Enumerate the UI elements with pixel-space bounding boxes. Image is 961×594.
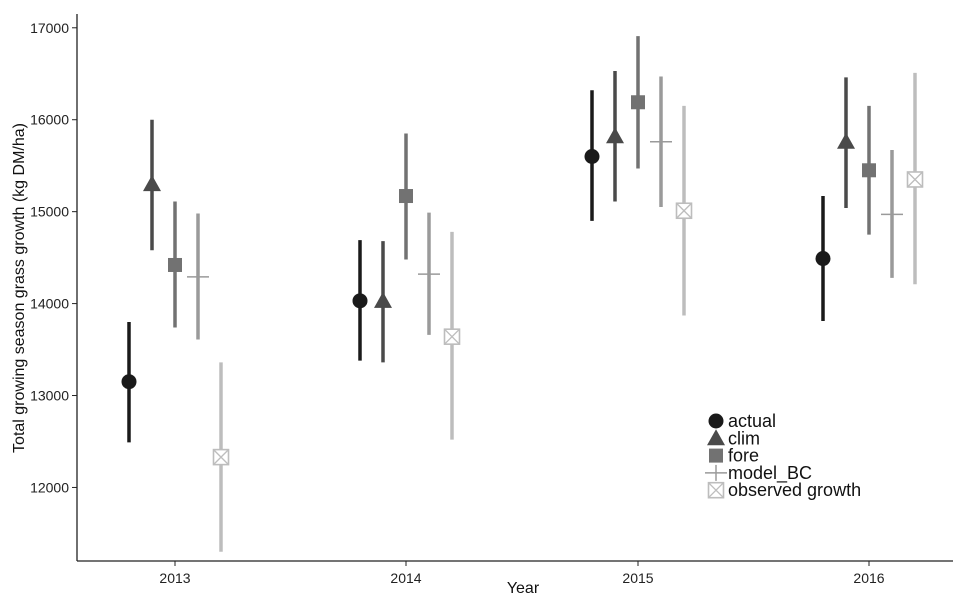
legend-label-model-bc: model_BC [728,463,812,484]
x-tick-label: 2015 [622,570,653,586]
legend-key-observed-growth [707,481,725,499]
clim-point [837,132,855,149]
x-tick-label: 2014 [390,570,421,586]
y-tick-label: 13000 [30,388,69,404]
actual-point [584,148,600,164]
legend-label-fore: fore [728,446,759,466]
observed-growth-point [906,171,924,188]
y-tick-label: 16000 [30,112,69,128]
actual-point [352,293,368,309]
legend-key-clim [707,429,725,446]
clim-point [143,175,161,192]
fore-point [168,257,182,272]
fore-point [631,95,645,110]
clim-point [374,291,392,308]
marker-cross [213,449,229,466]
fore-point [862,163,876,178]
observed-growth-point [675,202,693,220]
legend-label-observed-growth: observed growth [728,480,861,500]
marker-cross [676,202,692,219]
y-axis-title: Total growing season grass growth (kg DM… [11,123,28,453]
marker-cross [907,171,923,188]
legend-key-actual [708,413,724,429]
axes: 12000 13000 14000 15000 16000 17000 2013 2014 20… [30,14,953,586]
observed-growth-point [212,448,230,466]
fore-point [399,189,413,204]
y-tick-label: 12000 [30,479,69,495]
y-tick-label: 17000 [30,20,69,36]
x-tick-label: 2016 [853,570,884,586]
x-axis-title: Year [507,580,540,594]
y-tick-label: 15000 [30,204,69,220]
legend-label-clim: clim [728,428,760,448]
marker-cross [708,482,724,499]
marker-cross [444,328,460,345]
legend-key-fore [709,448,723,463]
observed-growth-point [443,328,461,345]
y-tick-label: 14000 [30,296,69,312]
x-tick-label: 2013 [159,570,190,586]
actual-point [815,251,831,267]
clim-point [606,127,624,144]
actual-point [121,374,137,390]
legend-label-actual: actual [728,411,776,431]
chart-marks [121,36,924,552]
